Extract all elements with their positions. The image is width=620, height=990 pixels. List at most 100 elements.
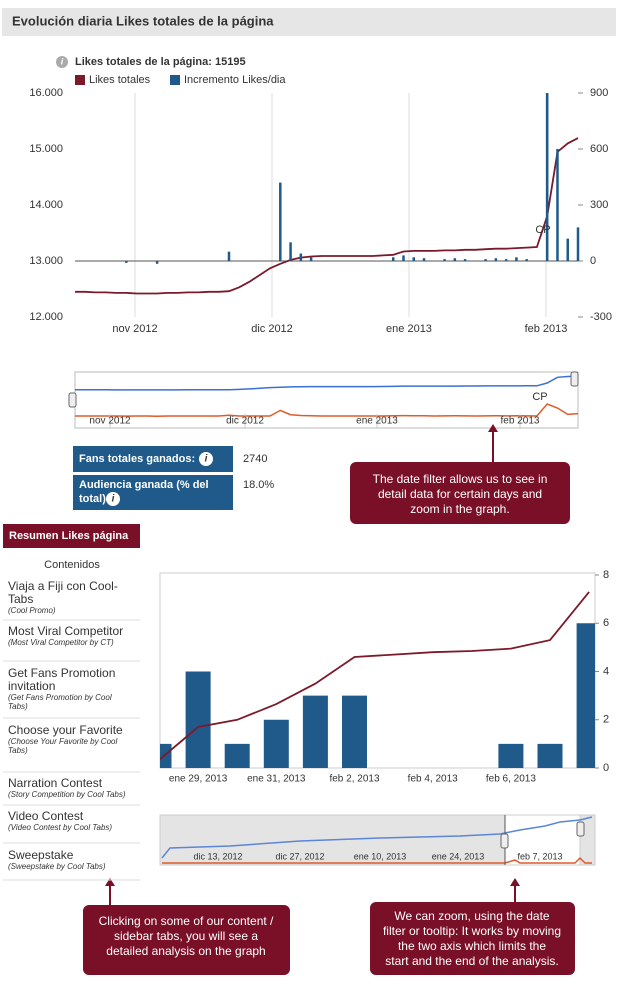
bar bbox=[484, 259, 487, 261]
y2-tick-label: 900 bbox=[590, 87, 608, 99]
navigator-label: ene 2013 bbox=[356, 416, 398, 427]
callout-box bbox=[350, 462, 570, 524]
sidebar-item-title[interactable]: Choose your Favorite bbox=[8, 723, 123, 737]
bar bbox=[125, 261, 128, 263]
y2-tick-label: 2 bbox=[603, 714, 609, 726]
x-tick-label: ene 2013 bbox=[386, 323, 432, 335]
header-title: Evolución diaria Likes totales de la pág… bbox=[12, 13, 274, 28]
callout-text: The date filter allows us to see in bbox=[373, 472, 548, 486]
callout-box bbox=[370, 902, 575, 975]
y2-tick-label: 600 bbox=[590, 143, 608, 155]
navigator-handle[interactable] bbox=[500, 833, 509, 849]
plot-area bbox=[160, 591, 595, 768]
y-tick-label: 13.000 bbox=[29, 255, 63, 267]
bar bbox=[556, 149, 559, 261]
line bbox=[160, 591, 590, 761]
callout-text: detail data for certain days and bbox=[378, 487, 542, 501]
sidebar-item-title[interactable]: Most Viral Competitor bbox=[8, 624, 123, 638]
legend-label: Incremento Likes/dia bbox=[184, 74, 286, 86]
sidebar-item-title[interactable]: invitation bbox=[8, 679, 55, 693]
sidebar-item-title[interactable]: Tabs bbox=[8, 592, 33, 606]
bar bbox=[453, 258, 457, 261]
sidebar-item-title[interactable]: Narration Contest bbox=[8, 776, 103, 790]
bar bbox=[289, 242, 292, 261]
header-bar bbox=[2, 8, 616, 36]
sidebar-item-subtitle: (Choose Your Favorite by Cool bbox=[8, 737, 117, 746]
info-icon[interactable] bbox=[106, 492, 120, 506]
y-tick-label: 12.000 bbox=[29, 311, 63, 323]
x-tick-label: feb 4, 2013 bbox=[408, 774, 458, 785]
stats-label: Audiencia ganada (% del bbox=[79, 479, 209, 491]
x-tick-label: feb 6, 2013 bbox=[486, 774, 536, 785]
navigator-label: feb 7, 2013 bbox=[517, 851, 562, 861]
bar bbox=[155, 261, 159, 264]
bar bbox=[576, 623, 595, 768]
stats-value: 18.0% bbox=[243, 479, 274, 491]
callout-box bbox=[83, 905, 290, 975]
info-icon[interactable] bbox=[56, 56, 68, 68]
navigator-handle[interactable] bbox=[68, 392, 77, 408]
bar bbox=[412, 257, 416, 261]
callout-text: filter or tooltip: It works by moving bbox=[383, 924, 561, 938]
sidebar-item-title[interactable]: Sweepstake bbox=[8, 848, 74, 862]
stats-label-cell bbox=[73, 475, 233, 510]
bar bbox=[302, 695, 328, 768]
legend: Likes totales Incremento Likes/dia bbox=[75, 74, 286, 86]
navigator-label: feb 2013 bbox=[501, 416, 540, 427]
bar bbox=[566, 238, 569, 261]
sidebar-item-subtitle: (Most Viral Competitor by CT) bbox=[8, 638, 114, 647]
y-tick-label: 14.000 bbox=[29, 199, 63, 211]
bar bbox=[227, 251, 231, 261]
navigator-label: dic 27, 2012 bbox=[275, 851, 324, 861]
bar bbox=[443, 259, 446, 261]
chart: nov 2012 dic 2012 ene 2013 feb 2013 12.000 13… bbox=[29, 87, 612, 335]
chart-frame bbox=[159, 572, 596, 769]
bar bbox=[537, 743, 563, 768]
sidebar-header bbox=[3, 524, 140, 548]
bar bbox=[263, 719, 289, 768]
bar bbox=[391, 257, 395, 261]
sidebar-item-subtitle: (Get Fans Promotion by Cool bbox=[8, 693, 112, 702]
y2-tick-label: 8 bbox=[603, 569, 609, 581]
callout-text: sidebar tabs, you will see a bbox=[114, 929, 258, 943]
x-tick-label: feb 2013 bbox=[525, 323, 568, 335]
navigator-handle[interactable] bbox=[570, 371, 579, 387]
bar bbox=[402, 255, 405, 261]
bar bbox=[525, 259, 528, 261]
navigator-line bbox=[75, 375, 579, 391]
navigator-handle[interactable] bbox=[576, 821, 585, 837]
callout-text: the two axis which limits the bbox=[398, 939, 546, 953]
y2-tick-label: 4 bbox=[603, 665, 609, 677]
bar bbox=[342, 695, 367, 768]
legend-swatch bbox=[170, 75, 180, 85]
x-tick-label: ene 29, 2013 bbox=[169, 774, 228, 785]
sidebar: Viaja a Fiji con Cool-Tabs(Cool Promo) Mo… bbox=[3, 579, 140, 881]
bar bbox=[160, 743, 172, 768]
sidebar-item-subtitle: Tabs) bbox=[8, 702, 28, 711]
legend-label: Likes totales bbox=[89, 74, 151, 86]
sidebar-section: Contenidos bbox=[44, 559, 100, 571]
stats: i i bbox=[73, 446, 233, 510]
sidebar-item-title[interactable]: Viaja a Fiji con Cool- bbox=[8, 579, 118, 593]
x-tick-label: feb 2, 2013 bbox=[329, 774, 379, 785]
y2-tick-label: -300 bbox=[590, 311, 612, 323]
callout-arrowhead bbox=[510, 878, 520, 886]
sidebar-title: Resumen Likes página bbox=[9, 530, 129, 542]
y2-tick-label: 0 bbox=[590, 255, 596, 267]
sidebar-item-subtitle: (Sweepstake by Cool Tabs) bbox=[8, 862, 106, 871]
sidebar-item-title[interactable]: Video Contest bbox=[8, 809, 84, 823]
info-icon-glyph: i bbox=[61, 56, 64, 66]
sidebar-item-subtitle: (Video Contest by Cool Tabs) bbox=[8, 823, 112, 832]
sidebar-item-title[interactable]: Get Fans Promotion bbox=[8, 666, 115, 680]
y2-tick-label: 6 bbox=[603, 617, 609, 629]
navigator-label: dic 2012 bbox=[226, 416, 264, 427]
bar bbox=[504, 259, 508, 261]
info-icon[interactable] bbox=[199, 452, 213, 466]
x-tick-label: nov 2012 bbox=[112, 323, 157, 335]
y-tick-label: 16.000 bbox=[29, 87, 63, 99]
callouts: The date filter allows us to see indetai… bbox=[99, 472, 561, 968]
stats-label: total): bbox=[79, 493, 110, 505]
y-tick-label: 15.000 bbox=[29, 143, 63, 155]
callout-text: detailed analysis on the graph bbox=[106, 944, 265, 958]
bar bbox=[299, 253, 303, 261]
